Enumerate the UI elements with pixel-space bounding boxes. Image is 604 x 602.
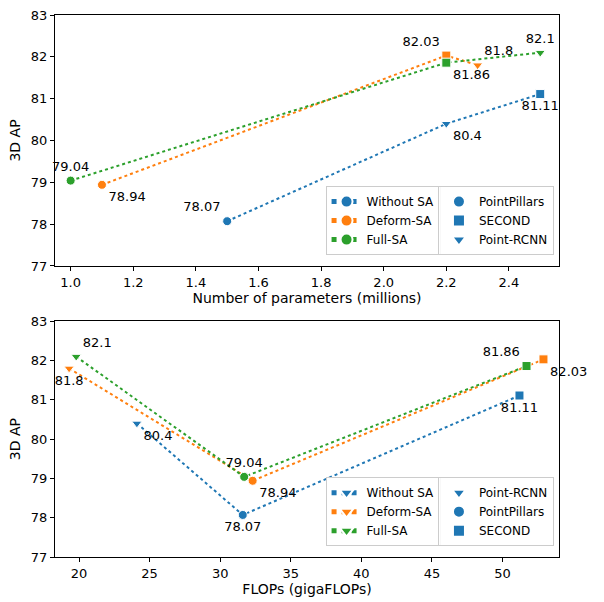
svg-text:77: 77 <box>31 550 48 565</box>
svg-text:1.8: 1.8 <box>311 275 332 290</box>
svg-text:Deform-SA: Deform-SA <box>367 505 433 519</box>
svg-text:78.94: 78.94 <box>259 485 296 500</box>
svg-text:Without SA: Without SA <box>367 486 435 500</box>
svg-text:FLOPs (gigaFLOPs): FLOPs (gigaFLOPs) <box>242 581 371 597</box>
svg-text:Point-RCNN: Point-RCNN <box>479 486 547 500</box>
svg-text:82.1: 82.1 <box>83 335 112 350</box>
svg-text:2.4: 2.4 <box>499 275 520 290</box>
svg-text:Full-SA: Full-SA <box>367 524 409 538</box>
svg-text:2.2: 2.2 <box>436 275 457 290</box>
svg-text:25: 25 <box>141 566 158 581</box>
svg-text:78.07: 78.07 <box>224 519 261 534</box>
svg-text:81.8: 81.8 <box>55 373 84 388</box>
svg-text:SECOND: SECOND <box>479 214 530 228</box>
svg-text:PointPillars: PointPillars <box>479 505 544 519</box>
svg-text:1.6: 1.6 <box>248 275 269 290</box>
svg-text:78.07: 78.07 <box>183 199 220 214</box>
svg-text:20: 20 <box>71 566 88 581</box>
svg-text:78.94: 78.94 <box>109 189 146 204</box>
svg-text:83: 83 <box>31 314 48 329</box>
svg-text:35: 35 <box>282 566 299 581</box>
svg-text:80: 80 <box>31 432 48 447</box>
svg-text:3D AP: 3D AP <box>7 418 23 460</box>
svg-text:81.11: 81.11 <box>501 400 538 415</box>
svg-text:81.86: 81.86 <box>483 344 520 359</box>
svg-text:50: 50 <box>494 566 511 581</box>
svg-text:82: 82 <box>31 49 48 64</box>
svg-text:81.86: 81.86 <box>453 67 490 82</box>
svg-text:Full-SA: Full-SA <box>367 233 409 247</box>
svg-text:78: 78 <box>31 510 48 525</box>
svg-text:1.0: 1.0 <box>60 275 81 290</box>
svg-text:82.03: 82.03 <box>402 34 439 49</box>
svg-text:SECOND: SECOND <box>479 524 530 538</box>
svg-text:80.4: 80.4 <box>144 428 173 443</box>
svg-text:82: 82 <box>31 353 48 368</box>
svg-text:Number of parameters (millions: Number of parameters (millions) <box>192 290 421 306</box>
svg-text:77: 77 <box>31 259 48 274</box>
svg-text:82.03: 82.03 <box>550 364 587 379</box>
svg-text:Without SA: Without SA <box>367 195 435 209</box>
svg-text:40: 40 <box>353 566 370 581</box>
svg-text:79: 79 <box>31 471 48 486</box>
svg-text:Deform-SA: Deform-SA <box>367 214 433 228</box>
svg-text:3D AP: 3D AP <box>7 119 23 161</box>
svg-text:81.11: 81.11 <box>522 98 559 113</box>
svg-text:81: 81 <box>31 91 48 106</box>
svg-text:2.0: 2.0 <box>373 275 394 290</box>
svg-text:1.4: 1.4 <box>186 275 207 290</box>
svg-text:PointPillars: PointPillars <box>479 195 544 209</box>
svg-text:81: 81 <box>31 392 48 407</box>
svg-text:1.2: 1.2 <box>123 275 144 290</box>
svg-text:30: 30 <box>212 566 229 581</box>
svg-text:45: 45 <box>424 566 441 581</box>
svg-text:80.4: 80.4 <box>453 128 482 143</box>
svg-text:81.8: 81.8 <box>484 43 513 58</box>
svg-text:79.04: 79.04 <box>52 159 89 174</box>
svg-text:Point-RCNN: Point-RCNN <box>479 233 547 247</box>
svg-text:80: 80 <box>31 133 48 148</box>
svg-text:78: 78 <box>31 217 48 232</box>
svg-text:82.1: 82.1 <box>526 31 555 46</box>
svg-text:79.04: 79.04 <box>226 455 263 470</box>
svg-text:79: 79 <box>31 175 48 190</box>
svg-text:83: 83 <box>31 8 48 23</box>
